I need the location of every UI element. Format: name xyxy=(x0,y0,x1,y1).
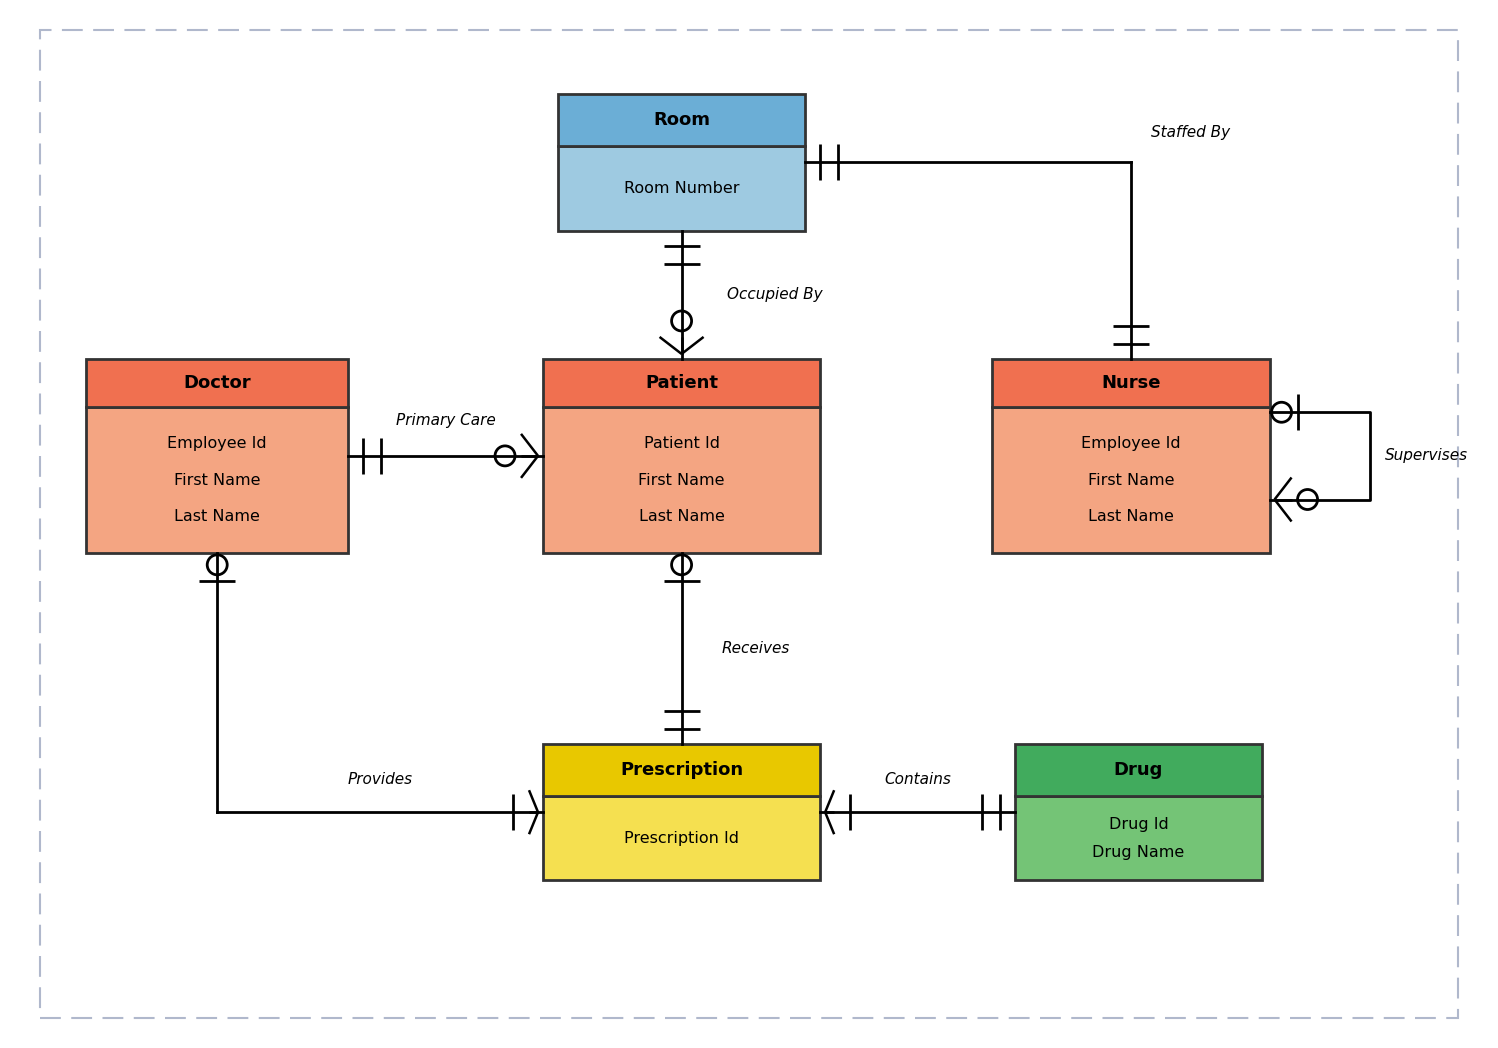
Text: Drug: Drug xyxy=(1115,761,1162,779)
FancyBboxPatch shape xyxy=(542,795,821,880)
Text: Doctor: Doctor xyxy=(183,374,252,392)
FancyBboxPatch shape xyxy=(1016,744,1261,795)
Text: Prescription: Prescription xyxy=(620,761,743,779)
Text: Staffed By: Staffed By xyxy=(1150,126,1230,140)
Text: Last Name: Last Name xyxy=(638,509,725,524)
Text: Provides: Provides xyxy=(348,772,412,787)
FancyBboxPatch shape xyxy=(992,408,1270,553)
Text: Supervises: Supervises xyxy=(1384,449,1468,463)
Text: First Name: First Name xyxy=(1088,473,1174,487)
Text: Room Number: Room Number xyxy=(623,181,740,196)
FancyBboxPatch shape xyxy=(87,359,348,408)
FancyBboxPatch shape xyxy=(557,94,806,146)
FancyBboxPatch shape xyxy=(542,744,821,795)
Text: Last Name: Last Name xyxy=(1088,509,1174,524)
Text: First Name: First Name xyxy=(638,473,725,487)
FancyBboxPatch shape xyxy=(1016,795,1261,880)
Text: Contains: Contains xyxy=(884,772,951,787)
Text: Last Name: Last Name xyxy=(174,509,261,524)
Text: Primary Care: Primary Care xyxy=(395,413,496,428)
Text: First Name: First Name xyxy=(174,473,261,487)
Text: Receives: Receives xyxy=(722,641,789,656)
FancyBboxPatch shape xyxy=(542,359,821,408)
FancyBboxPatch shape xyxy=(87,408,348,553)
Text: Drug Id: Drug Id xyxy=(1109,816,1168,831)
FancyBboxPatch shape xyxy=(40,30,1458,1018)
Text: Employee Id: Employee Id xyxy=(168,436,267,452)
Text: Employee Id: Employee Id xyxy=(1082,436,1180,452)
Text: Occupied By: Occupied By xyxy=(727,287,822,302)
Text: Prescription Id: Prescription Id xyxy=(625,831,739,846)
Text: Patient: Patient xyxy=(646,374,718,392)
Text: Patient Id: Patient Id xyxy=(644,436,719,452)
Text: Drug Name: Drug Name xyxy=(1092,845,1185,859)
FancyBboxPatch shape xyxy=(557,146,806,231)
Text: Nurse: Nurse xyxy=(1101,374,1161,392)
Text: Room: Room xyxy=(653,111,710,129)
FancyBboxPatch shape xyxy=(542,408,821,553)
FancyBboxPatch shape xyxy=(992,359,1270,408)
